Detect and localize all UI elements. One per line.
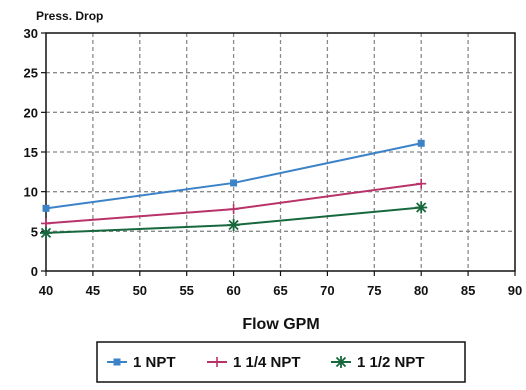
legend-label: 1 1/2 NPT xyxy=(357,354,425,371)
legend-items: 1 NPT 1 1/4 NPT 1 1/2 NPT xyxy=(107,354,425,371)
legend-entry: 1 1/4 NPT xyxy=(207,354,301,371)
x-axis-title: Flow GPM xyxy=(242,316,319,333)
data-point xyxy=(417,139,425,147)
data-point xyxy=(41,218,51,229)
y-tick-label: 15 xyxy=(24,145,38,160)
series xyxy=(41,178,427,229)
grid xyxy=(46,33,515,271)
data-point xyxy=(40,226,52,239)
y-tick-label: 25 xyxy=(24,66,38,81)
data-point xyxy=(227,218,240,231)
x-tick-label: 75 xyxy=(367,283,381,298)
x-tick-label: 70 xyxy=(320,283,334,298)
legend-entry: 1 NPT xyxy=(107,354,176,371)
x-axis-ticks: 40 45 50 55 60 65 70 75 80 85 90 xyxy=(39,271,522,298)
y-tick-label: 20 xyxy=(24,105,38,120)
legend-entry: 1 1/2 NPT xyxy=(331,354,425,371)
series-lines xyxy=(40,139,428,239)
x-tick-label: 90 xyxy=(508,283,522,298)
x-tick-label: 60 xyxy=(226,283,240,298)
data-point xyxy=(415,201,428,214)
data-point xyxy=(230,179,238,187)
x-tick-label: 45 xyxy=(86,283,100,298)
legend-label: 1 1/4 NPT xyxy=(233,354,301,371)
legend-label: 1 NPT xyxy=(133,354,176,371)
y-tick-label: 30 xyxy=(24,26,38,41)
y-axis-title: Press. Drop xyxy=(36,9,103,23)
data-point xyxy=(212,357,222,367)
y-tick-label: 10 xyxy=(24,185,38,200)
data-point xyxy=(42,204,50,212)
x-tick-label: 50 xyxy=(133,283,147,298)
series xyxy=(40,201,428,239)
x-tick-label: 80 xyxy=(414,283,428,298)
y-tick-label: 0 xyxy=(31,264,38,279)
legend: 1 NPT 1 1/4 NPT 1 1/2 NPT xyxy=(96,341,466,383)
x-tick-label: 40 xyxy=(39,283,53,298)
x-tick-label: 85 xyxy=(461,283,475,298)
y-tick-label: 5 xyxy=(31,224,38,239)
x-tick-label: 55 xyxy=(179,283,193,298)
series xyxy=(42,139,425,212)
y-axis-ticks: 0 5 10 15 20 25 30 xyxy=(24,26,46,279)
data-point xyxy=(416,178,427,189)
data-point xyxy=(335,356,347,368)
x-tick-label: 65 xyxy=(273,283,287,298)
data-point xyxy=(113,358,121,366)
legend-box xyxy=(96,341,466,383)
data-point xyxy=(228,204,239,215)
